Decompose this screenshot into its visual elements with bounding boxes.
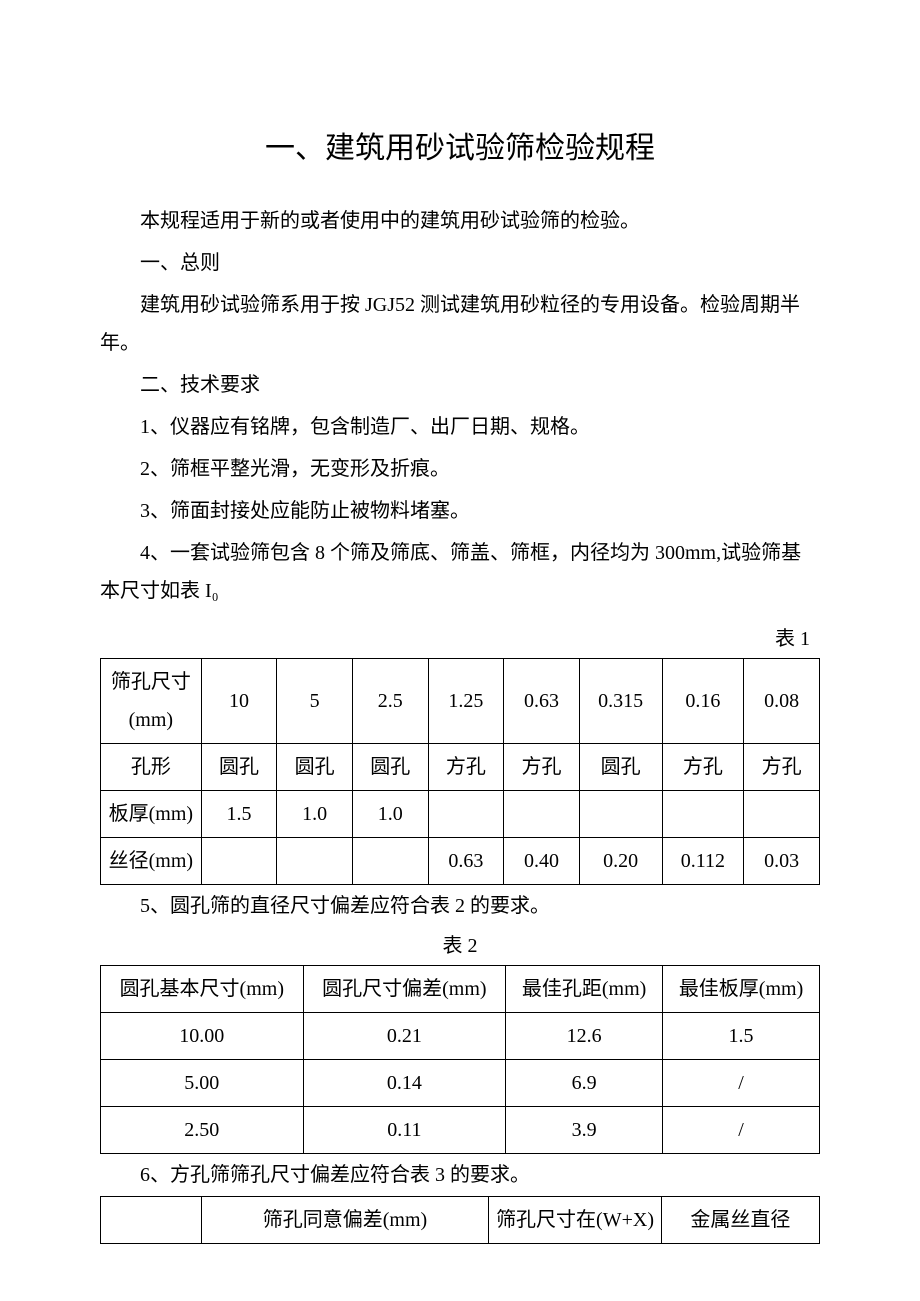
cell: 金属丝直径 — [661, 1197, 819, 1244]
cell: 圆孔基本尺寸(mm) — [101, 966, 304, 1013]
cell: 圆孔 — [201, 744, 277, 791]
section-2-heading: 二、技术要求 — [100, 366, 820, 404]
cell — [744, 791, 820, 838]
cell: 5.00 — [101, 1060, 304, 1107]
intro: 本规程适用于新的或者使用中的建筑用砂试验筛的检验。 — [100, 202, 820, 240]
table-row: 筛孔尺寸(mm) 10 5 2.5 1.25 0.63 0.315 0.16 0… — [101, 659, 820, 744]
cell: 5 — [277, 659, 353, 744]
cell: 3.9 — [506, 1107, 663, 1154]
section-1-body: 建筑用砂试验筛系用于按 JGJ52 测试建筑用砂粒径的专用设备。检验周期半年。 — [100, 286, 820, 362]
table-row: 孔形 圆孔 圆孔 圆孔 方孔 方孔 圆孔 方孔 方孔 — [101, 744, 820, 791]
section-1-heading: 一、总则 — [100, 244, 820, 282]
table-2-label: 表 2 — [100, 927, 820, 965]
cell: 孔形 — [101, 744, 202, 791]
cell: 最佳孔距(mm) — [506, 966, 663, 1013]
cell: 0.16 — [662, 659, 744, 744]
table-row: 圆孔基本尺寸(mm) 圆孔尺寸偏差(mm) 最佳孔距(mm) 最佳板厚(mm) — [101, 966, 820, 1013]
table-row: 2.50 0.11 3.9 / — [101, 1107, 820, 1154]
cell — [101, 1197, 202, 1244]
cell: 0.40 — [504, 838, 580, 885]
cell — [428, 791, 504, 838]
cell: 0.63 — [428, 838, 504, 885]
cell: 方孔 — [428, 744, 504, 791]
table-2: 圆孔基本尺寸(mm) 圆孔尺寸偏差(mm) 最佳孔距(mm) 最佳板厚(mm) … — [100, 965, 820, 1154]
cell: 10.00 — [101, 1013, 304, 1060]
cell: 0.21 — [303, 1013, 506, 1060]
req-6: 6、方孔筛筛孔尺寸偏差应符合表 3 的要求。 — [100, 1156, 820, 1194]
cell: 最佳板厚(mm) — [663, 966, 820, 1013]
cell: 丝径(mm) — [101, 838, 202, 885]
req-3: 3、筛面封接处应能防止被物料堵塞。 — [100, 492, 820, 530]
cell: 圆孔 — [579, 744, 662, 791]
cell — [352, 838, 428, 885]
req-5: 5、圆孔筛的直径尺寸偏差应符合表 2 的要求。 — [100, 887, 820, 925]
cell: 0.03 — [744, 838, 820, 885]
cell: 圆孔尺寸偏差(mm) — [303, 966, 506, 1013]
cell: 方孔 — [504, 744, 580, 791]
table-row: 筛孔同意偏差(mm) 筛孔尺寸在(W+X) 金属丝直径 — [101, 1197, 820, 1244]
cell: 0.14 — [303, 1060, 506, 1107]
cell: 圆孔 — [352, 744, 428, 791]
cell: 12.6 — [506, 1013, 663, 1060]
cell: 圆孔 — [277, 744, 353, 791]
cell — [662, 791, 744, 838]
cell: 6.9 — [506, 1060, 663, 1107]
cell: 筛孔同意偏差(mm) — [201, 1197, 489, 1244]
cell: 0.112 — [662, 838, 744, 885]
cell: 1.0 — [352, 791, 428, 838]
cell: 0.20 — [579, 838, 662, 885]
cell — [504, 791, 580, 838]
table-3: 筛孔同意偏差(mm) 筛孔尺寸在(W+X) 金属丝直径 — [100, 1196, 820, 1244]
cell: 1.25 — [428, 659, 504, 744]
cell: 方孔 — [744, 744, 820, 791]
cell: 10 — [201, 659, 277, 744]
table-1-label: 表 1 — [100, 620, 820, 658]
cell: 1.0 — [277, 791, 353, 838]
cell: 0.08 — [744, 659, 820, 744]
cell: 0.315 — [579, 659, 662, 744]
cell: 1.5 — [201, 791, 277, 838]
table-row: 板厚(mm) 1.5 1.0 1.0 — [101, 791, 820, 838]
cell: 方孔 — [662, 744, 744, 791]
cell: 筛孔尺寸(mm) — [101, 659, 202, 744]
cell: 0.11 — [303, 1107, 506, 1154]
req-2: 2、筛框平整光滑，无变形及折痕。 — [100, 450, 820, 488]
cell: 筛孔尺寸在(W+X) — [489, 1197, 662, 1244]
table-row: 10.00 0.21 12.6 1.5 — [101, 1013, 820, 1060]
cell — [579, 791, 662, 838]
table-1: 筛孔尺寸(mm) 10 5 2.5 1.25 0.63 0.315 0.16 0… — [100, 658, 820, 885]
req-1: 1、仪器应有铭牌，包含制造厂、出厂日期、规格。 — [100, 408, 820, 446]
page-title: 一、建筑用砂试验筛检验规程 — [100, 120, 820, 177]
cell: 2.5 — [352, 659, 428, 744]
table-row: 5.00 0.14 6.9 / — [101, 1060, 820, 1107]
cell — [277, 838, 353, 885]
cell: / — [663, 1107, 820, 1154]
cell: 板厚(mm) — [101, 791, 202, 838]
cell: / — [663, 1060, 820, 1107]
req-4: 4、一套试验筛包含 8 个筛及筛底、筛盖、筛框，内径均为 300mm,试验筛基本… — [100, 534, 820, 610]
cell: 0.63 — [504, 659, 580, 744]
cell: 2.50 — [101, 1107, 304, 1154]
table-row: 丝径(mm) 0.63 0.40 0.20 0.112 0.03 — [101, 838, 820, 885]
cell — [201, 838, 277, 885]
cell: 1.5 — [663, 1013, 820, 1060]
